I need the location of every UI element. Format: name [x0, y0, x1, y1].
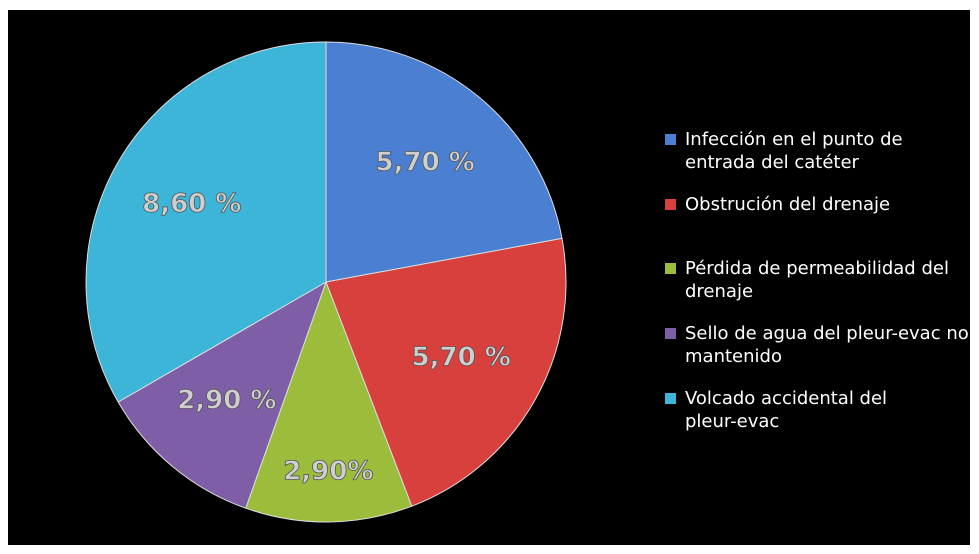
legend-item: Sello de agua del pleur-evac no mantenid… [665, 322, 970, 368]
legend-swatch [665, 263, 676, 274]
legend-label: Volcado accidental del pleur-evac [685, 388, 888, 432]
chart: 5,70 % 5,70 % 2,90% 2,90 % 8,60 % [85, 41, 567, 523]
pie-slice [325, 237, 567, 507]
legend-item: Infección en el punto de entrada del cat… [665, 128, 970, 174]
legend-swatch [665, 134, 676, 145]
data-label: 8,60 % [142, 189, 241, 219]
legend-label: Pérdida de permeabilidad del drenaje [685, 258, 949, 302]
legend-label: Sello de agua del pleur-evac no mantenid… [685, 323, 969, 367]
legend-swatch [665, 328, 676, 339]
data-label: 5,70 % [376, 147, 475, 177]
legend-item: Pérdida de permeabilidad del drenaje [665, 257, 970, 303]
data-label: 5,70 % [412, 342, 511, 372]
pie-slice [325, 41, 563, 283]
data-label: 2,90% [283, 456, 373, 486]
legend-label: Obstrución del drenaje [685, 194, 891, 215]
pie-slice [117, 280, 327, 509]
chart-area: 5,70 % 5,70 % 2,90% 2,90 % 8,60 % Infección … [8, 10, 970, 545]
data-label: 2,90 % [177, 386, 276, 416]
legend-swatch [665, 199, 676, 210]
pie-slice [85, 41, 327, 403]
legend-item: Obstrución del drenaje [665, 193, 970, 216]
legend-item: Volcado accidental del pleur-evac [665, 387, 970, 433]
legend-swatch [665, 393, 676, 404]
pie-slice [245, 280, 413, 523]
legend: Infección en el punto de entrada del cat… [665, 128, 970, 452]
legend-label: Infección en el punto de entrada del cat… [685, 129, 903, 173]
